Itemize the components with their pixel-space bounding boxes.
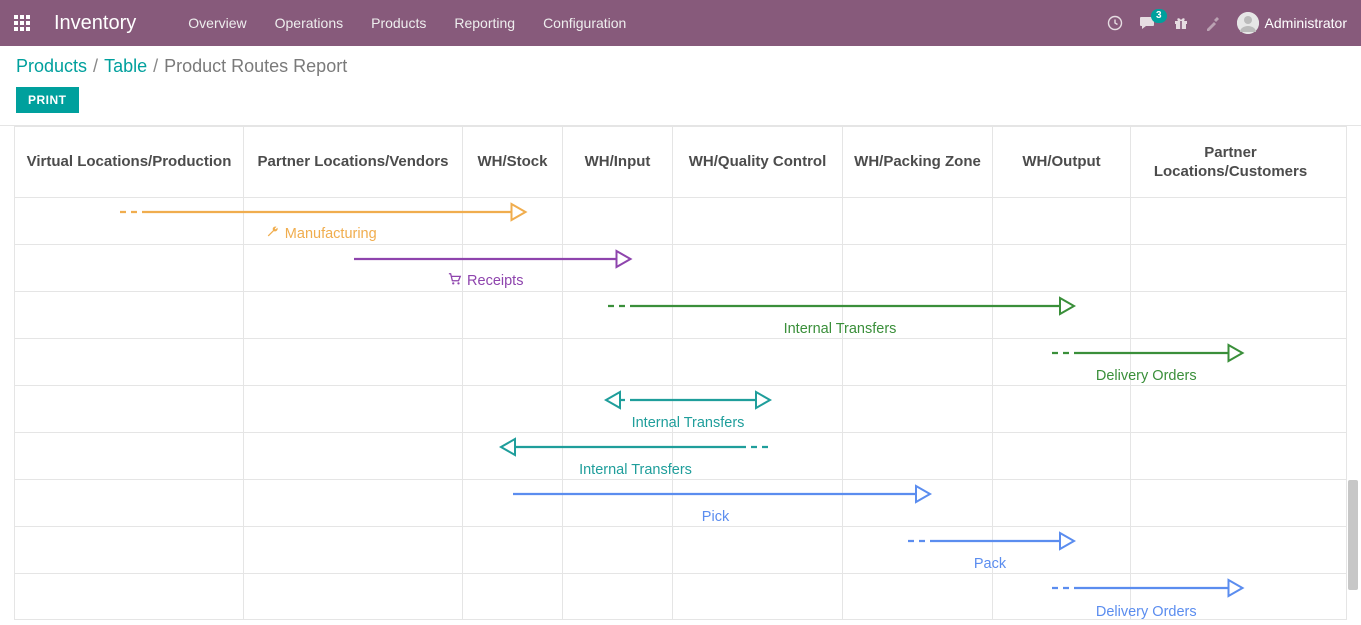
route-label: Receipts	[354, 272, 619, 290]
breadcrumb-current: Product Routes Report	[164, 56, 347, 77]
route-row: Internal Transfers	[15, 386, 1346, 433]
report-body: Manufacturing Receipts Internal Transfers D…	[14, 197, 1347, 620]
route-row: Pack	[15, 527, 1346, 574]
discuss-badge: 3	[1151, 9, 1167, 23]
discuss-icon[interactable]: 3	[1139, 15, 1157, 31]
brand[interactable]: Inventory	[54, 12, 136, 35]
col-header: WH/Input	[563, 127, 673, 197]
wrench-icon	[266, 225, 280, 243]
route-label: Pick	[513, 509, 918, 525]
col-header: Partner Locations/Customers	[1131, 127, 1330, 197]
route-row: Delivery Orders	[15, 339, 1346, 386]
nav-right: 3 Administrator	[1107, 12, 1353, 34]
cart-icon	[448, 272, 462, 290]
avatar	[1237, 12, 1259, 34]
route-row: Manufacturing	[15, 198, 1346, 245]
breadcrumb-table[interactable]: Table	[104, 56, 147, 77]
username: Administrator	[1265, 15, 1347, 31]
report-header: Virtual Locations/ProductionPartner Loca…	[14, 126, 1347, 197]
user-menu[interactable]: Administrator	[1237, 12, 1347, 34]
report: Virtual Locations/ProductionPartner Loca…	[0, 126, 1361, 620]
route-row: Receipts	[15, 245, 1346, 292]
clock-icon[interactable]	[1107, 15, 1123, 31]
route-label: Pack	[918, 556, 1062, 572]
col-header: WH/Quality Control	[673, 127, 843, 197]
navbar: Inventory Overview Operations Products R…	[0, 0, 1361, 46]
col-header: WH/Output	[993, 127, 1131, 197]
route-label: Internal Transfers	[618, 321, 1062, 337]
menu-products[interactable]: Products	[359, 9, 438, 37]
scrollbar[interactable]	[1347, 140, 1359, 615]
route-row: Internal Transfers	[15, 433, 1346, 480]
col-header: Partner Locations/Vendors	[244, 127, 463, 197]
gift-icon[interactable]	[1173, 15, 1189, 31]
route-label: Internal Transfers	[618, 415, 758, 431]
route-label: Delivery Orders	[1062, 368, 1231, 384]
breadcrumb: Products / Table / Product Routes Report	[0, 46, 1361, 81]
menu-configuration[interactable]: Configuration	[531, 9, 638, 37]
main-menu: Overview Operations Products Reporting C…	[176, 9, 638, 37]
col-header: WH/Stock	[463, 127, 563, 197]
route-row: Pick	[15, 480, 1346, 527]
col-header: WH/Packing Zone	[843, 127, 993, 197]
menu-reporting[interactable]: Reporting	[442, 9, 527, 37]
route-row: Delivery Orders	[15, 574, 1346, 621]
menu-overview[interactable]: Overview	[176, 9, 258, 37]
route-label: Internal Transfers	[513, 462, 758, 478]
menu-operations[interactable]: Operations	[263, 9, 355, 37]
route-row: Internal Transfers	[15, 292, 1346, 339]
route-label: Manufacturing	[130, 225, 514, 243]
route-label: Delivery Orders	[1062, 604, 1231, 620]
debug-icon[interactable]	[1205, 15, 1221, 31]
print-button[interactable]: PRINT	[16, 87, 79, 113]
breadcrumb-products[interactable]: Products	[16, 56, 87, 77]
col-header: Virtual Locations/Production	[15, 127, 244, 197]
apps-icon[interactable]	[8, 9, 36, 37]
